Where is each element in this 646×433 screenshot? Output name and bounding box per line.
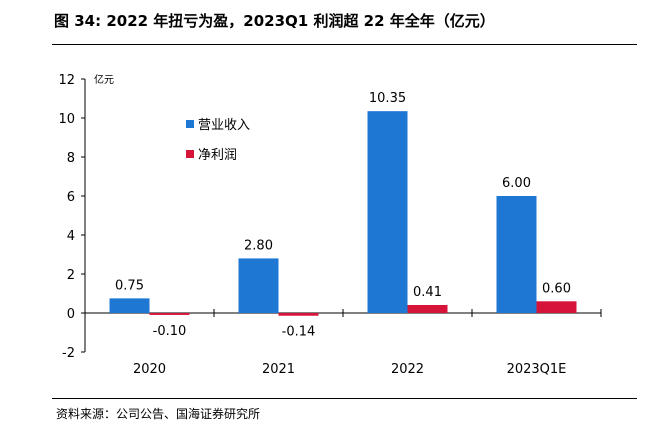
x-tick-label: 2021 bbox=[262, 362, 295, 377]
title-rule bbox=[52, 44, 637, 45]
revenue-data-label: 0.75 bbox=[115, 278, 144, 293]
y-tick-label: -2 bbox=[62, 346, 75, 361]
legend-label: 净利润 bbox=[198, 148, 237, 163]
y-tick-label: 8 bbox=[67, 151, 75, 166]
x-tick-label: 2023Q1E bbox=[507, 362, 567, 377]
y-tick-label: 4 bbox=[67, 229, 75, 244]
revenue-data-label: 2.80 bbox=[244, 238, 273, 253]
legend-label: 营业收入 bbox=[198, 118, 250, 133]
bars: 0.75 2.80 10.35 6.00 -0.10 -0.14 0.41 0.60 bbox=[109, 91, 577, 340]
profit-bar bbox=[536, 301, 577, 313]
y-tick-label: 12 bbox=[58, 73, 75, 88]
profit-bar bbox=[407, 305, 448, 313]
y-tick-label: 10 bbox=[58, 112, 75, 127]
y-axis-unit-label: 亿元 bbox=[94, 73, 114, 86]
x-tick-label: 2020 bbox=[133, 362, 166, 377]
profit-data-label: 0.60 bbox=[542, 281, 571, 296]
revenue-bar bbox=[367, 111, 408, 313]
y-tick-label: 2 bbox=[67, 268, 75, 283]
legend-swatch bbox=[186, 150, 194, 158]
y-tick-label: 6 bbox=[67, 190, 75, 205]
source-rule bbox=[52, 398, 637, 399]
profit-data-label: -0.14 bbox=[282, 325, 316, 340]
profit-bar bbox=[278, 313, 319, 316]
revenue-data-label: 6.00 bbox=[502, 176, 531, 191]
x-tick-label: 2022 bbox=[391, 362, 424, 377]
profit-bar bbox=[149, 313, 190, 315]
axes: -2 0 2 4 6 8 10 12 亿元 2020 2021 2022 2023Q1E bbox=[58, 73, 602, 377]
profit-data-label: 0.41 bbox=[413, 285, 442, 300]
bar-chart: -2 0 2 4 6 8 10 12 亿元 2020 2021 2022 2023Q1E 0.75 2.8… bbox=[58, 73, 602, 377]
y-tick-label: 0 bbox=[67, 307, 75, 322]
revenue-bar bbox=[238, 258, 279, 313]
profit-data-label: -0.10 bbox=[153, 324, 187, 339]
legend-swatch bbox=[186, 120, 194, 128]
revenue-bar bbox=[496, 196, 537, 313]
revenue-bar bbox=[109, 298, 150, 313]
revenue-data-label: 10.35 bbox=[369, 91, 406, 106]
source-note: 资料来源：公司公告、国海证券研究所 bbox=[56, 407, 261, 421]
chart-title: 图 34: 2022 年扭亏为盈，2023Q1 利润超 22 年全年（亿元） bbox=[54, 12, 495, 30]
